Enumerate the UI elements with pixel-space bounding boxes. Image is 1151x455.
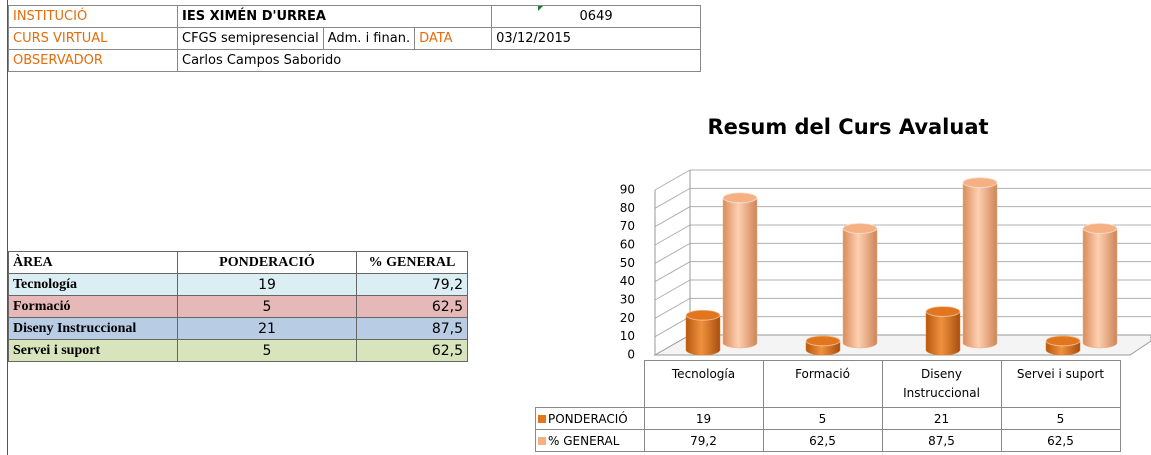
- y-tick-label: 20: [620, 311, 635, 325]
- legend-swatch: [538, 436, 546, 445]
- value: CFGS semipresencial: [177, 27, 324, 50]
- cell: Servei i suport: [8, 339, 178, 362]
- cylinder: [1045, 335, 1081, 356]
- cylinder: [842, 222, 878, 349]
- cylinder: [805, 335, 841, 356]
- data-label: 5: [762, 407, 883, 430]
- grid-line: [654, 169, 1151, 191]
- cell: 19: [177, 273, 357, 296]
- col-head: % GENERAL: [356, 251, 468, 274]
- value: 03/12/2015: [491, 27, 702, 50]
- label: OBSERVADOR: [8, 49, 178, 72]
- cylinder-top: [1045, 335, 1081, 347]
- value: IES XIMÉN D'URREA: [176, 5, 493, 28]
- data-label: 5: [1000, 407, 1121, 430]
- y-tick-label: 30: [620, 293, 635, 307]
- cell: 21: [177, 317, 357, 340]
- value: Adm. i finan.: [322, 27, 416, 50]
- col-head: ÀREA: [8, 251, 178, 274]
- y-tick-label: 90: [620, 183, 635, 197]
- chart-title: Resum del Curs Avaluat: [707, 115, 988, 139]
- chart-data-table: Tecnología Formació Diseny Instruccional Se…: [535, 360, 1121, 452]
- data-label: 19: [643, 407, 764, 430]
- category-label: Servei i suport: [1000, 360, 1121, 408]
- cylinder: [1082, 222, 1118, 349]
- legend-cell: % GENERAL: [535, 429, 645, 452]
- cylinder-top: [685, 309, 721, 321]
- cylinder: [962, 177, 998, 349]
- legend-swatch: [538, 414, 546, 423]
- y-tick-label: 0: [627, 348, 635, 362]
- data-label: 62,5: [762, 429, 883, 452]
- value: 0649: [491, 5, 702, 28]
- row: Formació 5 62,5: [8, 295, 468, 318]
- cell: 62,5: [356, 295, 468, 318]
- header-table: INSTITUCIÓ IES XIMÉN D'URREA 0649 CURS V…: [8, 5, 702, 72]
- y-tick-label: 10: [620, 329, 635, 343]
- cylinder-top: [722, 192, 758, 204]
- data-label: 21: [881, 407, 1002, 430]
- sheet-border: [7, 0, 8, 455]
- cylinder-top: [805, 335, 841, 347]
- series-row: PONDERACIÓ 19 5 21 5: [535, 407, 1121, 430]
- cell: Diseny Instruccional: [8, 317, 178, 340]
- y-tick-label: 50: [620, 256, 635, 270]
- cell: Formació: [8, 295, 178, 318]
- cylinder-body: [722, 192, 758, 349]
- cell: 79,2: [356, 273, 468, 296]
- data-label: 79,2: [643, 429, 764, 452]
- cylinder-top: [842, 222, 878, 234]
- row: Tecnología 19 79,2: [8, 273, 468, 296]
- cylinder: [925, 306, 961, 356]
- category-label: Diseny Instruccional: [881, 360, 1002, 408]
- value: Carlos Campos Saborido: [176, 49, 702, 72]
- cylinder-top: [925, 306, 961, 317]
- y-tick-label: 70: [620, 219, 635, 233]
- cylinder-body: [1082, 223, 1118, 349]
- category-label: Formació: [762, 360, 883, 408]
- cylinder: [722, 192, 758, 349]
- data-label: 87,5: [881, 429, 1002, 452]
- category-label: Tecnología: [643, 360, 764, 408]
- y-tick-label: 40: [620, 274, 635, 288]
- cell: Tecnología: [8, 273, 178, 296]
- legend-cell: PONDERACIÓ: [535, 407, 645, 430]
- label: DATA: [414, 27, 493, 50]
- series-row: % GENERAL 79,2 62,5 87,5 62,5: [535, 429, 1121, 452]
- cell: 87,5: [356, 317, 468, 340]
- label: CURS VIRTUAL: [8, 27, 178, 50]
- legend-label: % GENERAL: [548, 433, 620, 448]
- floor: [653, 334, 1151, 356]
- data-label: 62,5: [1000, 429, 1121, 452]
- cell: 5: [177, 339, 357, 362]
- cylinder-top: [962, 177, 998, 189]
- cylinder-body: [962, 177, 998, 349]
- label: INSTITUCIÓ: [8, 5, 178, 28]
- col-head: PONDERACIÓ: [177, 251, 357, 274]
- area-table: ÀREA PONDERACIÓ % GENERAL Tecnología 19 79…: [8, 251, 468, 362]
- cylinder: [685, 309, 721, 356]
- row: Servei i suport 5 62,5: [8, 339, 468, 362]
- row: Diseny Instruccional 21 87,5: [8, 317, 468, 340]
- cylinder-top: [1082, 222, 1118, 234]
- cell: 5: [177, 295, 357, 318]
- cylinder-body: [842, 223, 878, 349]
- cell: 62,5: [356, 339, 468, 362]
- y-tick-label: 80: [620, 201, 635, 215]
- legend-label: PONDERACIÓ: [548, 411, 628, 426]
- y-tick-label: 60: [620, 238, 635, 252]
